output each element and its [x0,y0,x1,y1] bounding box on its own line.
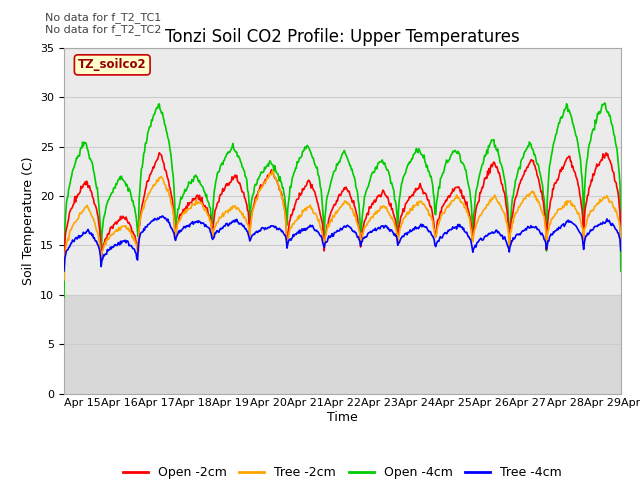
X-axis label: Time: Time [327,411,358,424]
Title: Tonzi Soil CO2 Profile: Upper Temperatures: Tonzi Soil CO2 Profile: Upper Temperatur… [165,28,520,47]
Bar [64,48,621,295]
Text: No data for f_T2_TC2: No data for f_T2_TC2 [45,24,161,35]
Text: TZ_soilco2: TZ_soilco2 [78,59,147,72]
Text: No data for f_T2_TC1: No data for f_T2_TC1 [45,12,161,23]
Legend: Open -2cm, Tree -2cm, Open -4cm, Tree -4cm: Open -2cm, Tree -2cm, Open -4cm, Tree -4… [118,461,567,480]
Bar [64,295,621,394]
Y-axis label: Soil Temperature (C): Soil Temperature (C) [22,156,35,285]
